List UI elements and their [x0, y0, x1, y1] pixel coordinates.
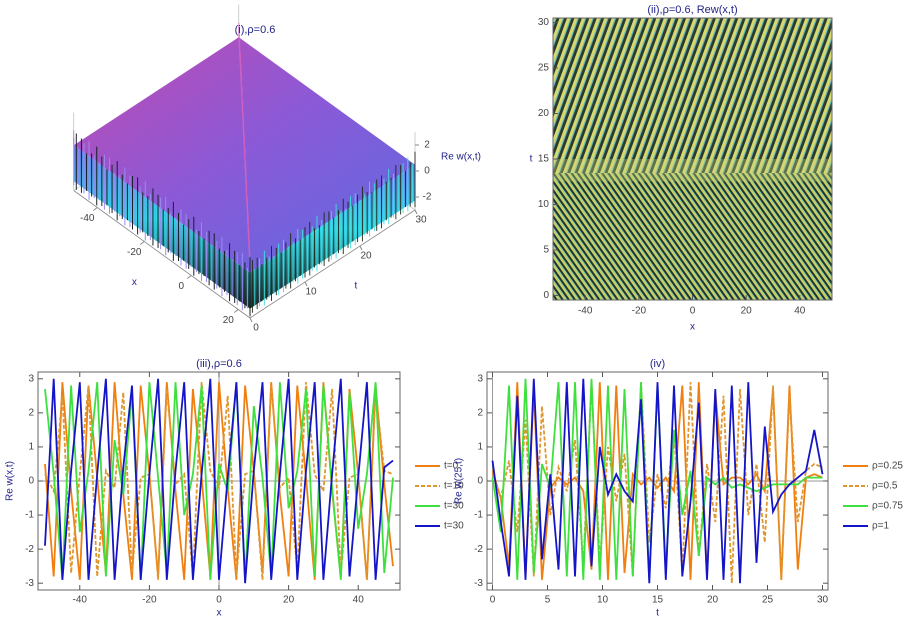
x-tick-label: -40: [73, 595, 88, 606]
x-tick-label: 10: [597, 595, 609, 606]
series-line: [44, 382, 394, 580]
z-tick-label: 0: [424, 166, 430, 177]
y-tick-label: 1: [477, 442, 483, 453]
y-axis-label: Re w(25,t): [454, 458, 465, 504]
surface-side: [250, 164, 415, 309]
x-axis-label: x: [690, 322, 695, 333]
y-tick-label: 3: [477, 373, 483, 384]
x-axis-label: x: [217, 608, 222, 619]
legend-label: ρ=1: [872, 521, 890, 532]
x-tick: [186, 275, 192, 279]
y-tick-label: -2: [25, 544, 34, 555]
x-tick-label: -20: [632, 306, 647, 317]
z-tick-label: 2: [424, 140, 430, 151]
x-tick-label: 25: [762, 595, 774, 606]
y-axis-label: t: [355, 281, 358, 292]
y-tick: [414, 209, 418, 215]
chart-title: (iv): [650, 358, 665, 370]
legend-label: t=10: [444, 481, 464, 492]
chart-title: (i),ρ=0.6: [235, 24, 276, 36]
x-tick: [139, 241, 145, 245]
y-tick-label: 25: [538, 63, 550, 74]
x-tick-label: 20: [283, 595, 295, 606]
density-field: [553, 18, 832, 174]
surface-side: [73, 145, 250, 309]
y-tick-label: -1: [25, 510, 34, 521]
y-tick-label: -1: [474, 510, 483, 521]
y-tick-label: 10: [305, 287, 317, 298]
x-tick-label: 20: [223, 315, 235, 326]
y-tick: [249, 317, 253, 323]
x-tick-label: 0: [490, 595, 496, 606]
x-tick-label: 0: [178, 281, 184, 292]
series-line: [44, 378, 394, 584]
y-tick-label: 0: [543, 290, 549, 301]
chart-title: (iii),ρ=0.6: [196, 358, 242, 370]
y-axis-label: t: [530, 154, 533, 165]
legend-label: ρ=0.75: [872, 501, 903, 512]
y-tick-label: 10: [538, 199, 550, 210]
x-tick-label: -20: [142, 595, 157, 606]
y-tick-label: 30: [538, 17, 550, 28]
y-tick-label: -3: [474, 578, 483, 589]
series-line: [491, 378, 824, 584]
density-band: [553, 159, 832, 182]
axis-line: [73, 190, 251, 319]
y-tick-label: 1: [28, 442, 34, 453]
legend-label: ρ=0.25: [872, 461, 903, 472]
y-tick-label: 5: [543, 245, 549, 256]
x-axis-label: t: [656, 608, 659, 619]
y-tick: [359, 245, 363, 251]
x-tick-label: 15: [652, 595, 664, 606]
y-tick-label: 20: [360, 251, 372, 262]
y-tick-label: 0: [477, 476, 483, 487]
x-tick-label: 0: [216, 595, 222, 606]
x-tick-label: -40: [578, 306, 593, 317]
y-tick-label: 2: [477, 408, 483, 419]
axis-line: [249, 209, 416, 319]
x-tick-label: 20: [741, 306, 753, 317]
y-tick-label: -3: [25, 578, 34, 589]
y-tick-label: -2: [474, 544, 483, 555]
chart-title: (ii),ρ=0.6, Rew(x,t): [647, 4, 737, 16]
y-tick-label: 0: [28, 476, 34, 487]
y-axis-label: Re w(x,t): [5, 461, 16, 501]
x-tick-label: 0: [690, 306, 696, 317]
density-field: [553, 173, 832, 300]
x-axis-label: x: [132, 277, 137, 288]
x-tick-label: -40: [80, 213, 95, 224]
z-axis-label: Re w(x,t): [441, 152, 481, 163]
x-tick-label: 20: [707, 595, 719, 606]
y-tick-label: 15: [538, 154, 550, 165]
y-tick-label: 2: [28, 408, 34, 419]
y-tick-label: 0: [253, 323, 259, 334]
y-tick-label: 30: [415, 215, 427, 226]
legend-label: t=30: [444, 521, 464, 532]
x-tick-label: -20: [127, 247, 142, 258]
legend-label: t=30: [444, 501, 464, 512]
x-tick-label: 40: [353, 595, 365, 606]
x-tick-label: 40: [794, 306, 806, 317]
x-tick: [92, 207, 98, 211]
x-tick-label: 30: [817, 595, 829, 606]
legend-label: ρ=0.5: [872, 481, 898, 492]
x-tick: [233, 309, 239, 313]
y-tick-label: 20: [538, 108, 550, 119]
z-tick-label: -2: [423, 192, 432, 203]
legend-label: t=0: [444, 461, 459, 472]
x-tick-label: 5: [545, 595, 551, 606]
y-tick-label: 3: [28, 373, 34, 384]
y-tick: [304, 281, 308, 287]
